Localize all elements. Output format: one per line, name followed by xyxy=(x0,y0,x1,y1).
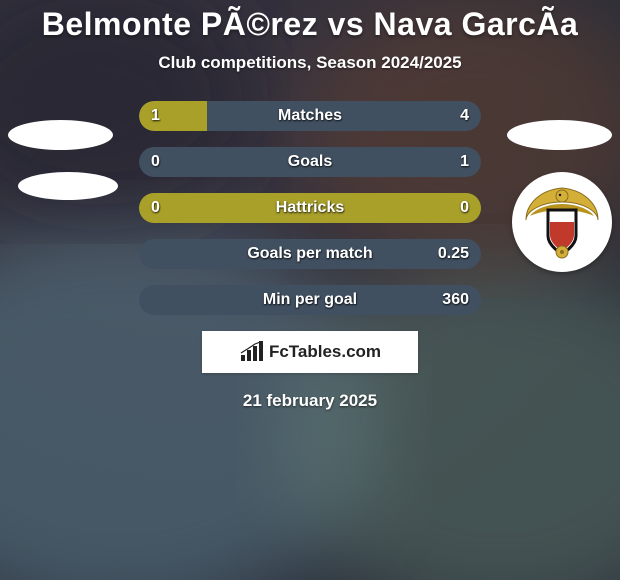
ellipse-icon xyxy=(8,120,113,150)
subtitle: Club competitions, Season 2024/2025 xyxy=(0,53,620,73)
stat-bar: Goals per match 0.25 xyxy=(139,239,481,269)
bar-label: Min per goal xyxy=(263,291,357,309)
bar-value-left: 0 xyxy=(151,199,160,217)
stat-bar: Goals 0 1 xyxy=(139,147,481,177)
ellipse-icon xyxy=(507,120,612,150)
page-title: Belmonte PÃ©rez vs Nava GarcÃ­a xyxy=(0,6,620,43)
bars-icon xyxy=(239,341,265,363)
bar-value-right: 0.25 xyxy=(438,245,469,263)
bar-fill-left xyxy=(139,101,207,131)
stat-bar: Hattricks 0 0 xyxy=(139,193,481,223)
player-right-badge-1 xyxy=(507,120,612,150)
bar-label: Goals per match xyxy=(247,245,372,263)
bar-label: Matches xyxy=(278,107,342,125)
player-right-crest xyxy=(512,172,612,272)
player-left-badge-1 xyxy=(8,120,113,150)
bar-value-right: 360 xyxy=(442,291,469,309)
bar-value-left: 1 xyxy=(151,107,160,125)
player-left-badge-2 xyxy=(18,172,118,200)
date-label: 21 february 2025 xyxy=(0,391,620,411)
club-crest-icon xyxy=(512,172,612,272)
bar-value-left: 0 xyxy=(151,153,160,171)
stat-bar: Min per goal 360 xyxy=(139,285,481,315)
bar-value-right: 4 xyxy=(460,107,469,125)
ellipse-icon xyxy=(18,172,118,200)
bar-label: Hattricks xyxy=(276,199,344,217)
bar-label: Goals xyxy=(288,153,332,171)
brand-text: FcTables.com xyxy=(269,342,381,362)
comparison-bars: Matches 1 4 Goals 0 1 Hattricks 0 0 Goals per mat… xyxy=(139,101,481,315)
bar-value-right: 0 xyxy=(460,199,469,217)
stat-bar: Matches 1 4 xyxy=(139,101,481,131)
bar-value-right: 1 xyxy=(460,153,469,171)
brand-badge[interactable]: FcTables.com xyxy=(202,331,418,373)
